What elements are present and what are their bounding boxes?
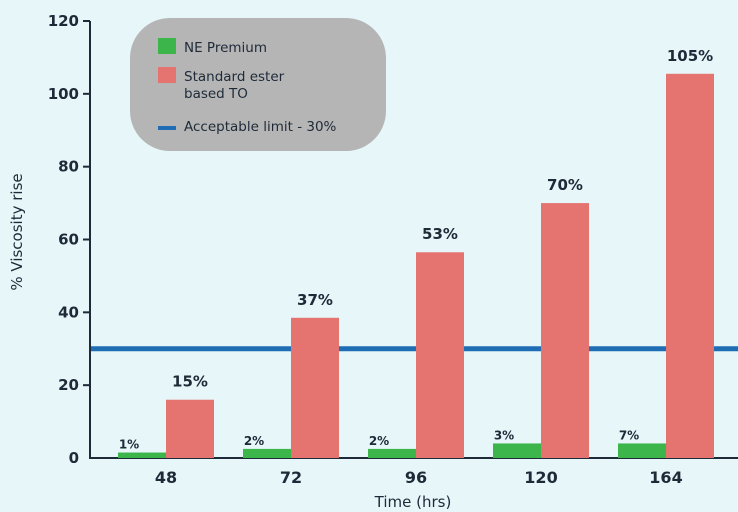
- data-label-standard-ester: 105%: [667, 47, 713, 65]
- y-axis-title: % Viscosity rise: [8, 173, 26, 290]
- data-label-ne-premium: 2%: [369, 434, 389, 448]
- x-tick-label: 96: [405, 468, 427, 487]
- bar-standard-ester: [666, 73, 714, 458]
- data-label-ne-premium: 3%: [494, 428, 514, 442]
- y-tick-label: 20: [58, 376, 79, 394]
- data-label-standard-ester: 70%: [547, 176, 583, 194]
- y-tick-label: 0: [69, 449, 79, 467]
- bar-ne-premium: [618, 443, 666, 458]
- x-tick-label: 72: [280, 468, 302, 487]
- bar-standard-ester: [541, 203, 589, 458]
- data-label-standard-ester: 53%: [422, 225, 458, 243]
- legend-label-standard-ester: Standard ester based TO: [184, 69, 285, 102]
- y-tick-label: 120: [48, 12, 79, 30]
- y-tick-label: 80: [58, 158, 79, 176]
- data-label-standard-ester: 37%: [297, 291, 333, 309]
- bar-standard-ester: [416, 252, 464, 458]
- bar-standard-ester: [291, 317, 339, 458]
- bar-ne-premium: [243, 448, 291, 458]
- legend-swatch-ne-premium: [158, 38, 176, 54]
- data-label-ne-premium: 7%: [619, 428, 639, 442]
- legend-label-acceptable-limit: Acceptable limit - 30%: [184, 119, 337, 135]
- bar-standard-ester: [166, 399, 214, 458]
- x-axis-title: Time (hrs): [374, 493, 452, 511]
- y-tick-label: 100: [48, 85, 79, 103]
- data-label-standard-ester: 15%: [172, 373, 208, 391]
- y-tick-label: 60: [58, 231, 79, 249]
- x-tick-label: 48: [155, 468, 177, 487]
- bar-ne-premium: [368, 448, 416, 458]
- x-tick-label: 164: [649, 468, 682, 487]
- bar-ne-premium: [118, 452, 166, 458]
- legend-swatch-standard-ester: [158, 67, 176, 83]
- y-tick-label: 40: [58, 303, 79, 321]
- bar-ne-premium: [493, 443, 541, 458]
- legend-box: [130, 18, 386, 151]
- legend-label-ne-premium: NE Premium: [184, 40, 267, 56]
- data-label-ne-premium: 2%: [244, 434, 264, 448]
- data-label-ne-premium: 1%: [119, 438, 139, 452]
- x-tick-label: 120: [524, 468, 557, 487]
